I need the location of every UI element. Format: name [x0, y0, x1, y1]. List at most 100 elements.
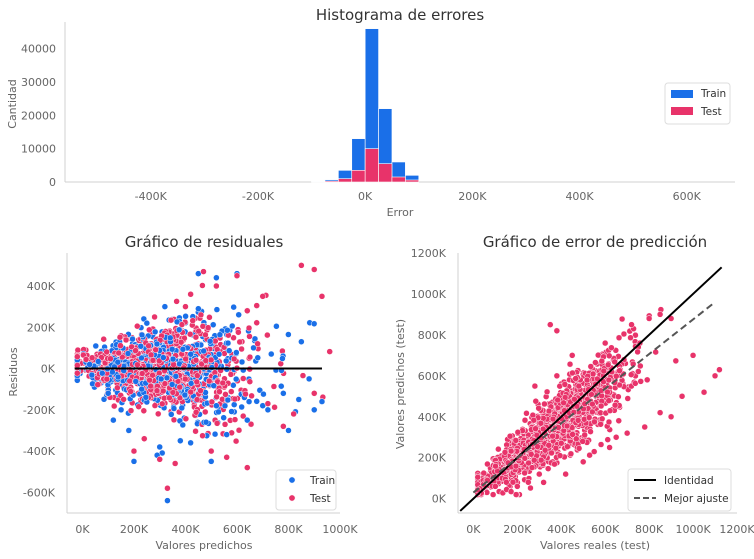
residuals-legend-label-train: Train	[309, 475, 335, 487]
residuals-point-test	[166, 394, 173, 402]
prediction-error-ytick-label: 600K	[418, 370, 447, 383]
prediction-error-point-test	[552, 444, 560, 452]
residuals-point-train	[138, 385, 145, 393]
residuals-point-train	[215, 350, 223, 358]
residuals-ytick-label: -400K	[23, 445, 56, 458]
residuals-point-train	[230, 401, 238, 408]
residuals-point-train	[163, 374, 171, 382]
residuals-point-test	[230, 334, 237, 342]
residuals-point-test	[189, 317, 196, 324]
residuals-point-test	[128, 343, 135, 351]
residuals-point-test	[231, 395, 239, 403]
residuals-xtick-label: 1000K	[322, 523, 358, 536]
residuals-point-test	[187, 291, 194, 298]
residuals-point-train	[318, 398, 326, 405]
histogram-ylabel: Cantidad	[6, 79, 19, 128]
residuals-ytick-label: 200K	[27, 321, 56, 334]
residuals-point-train	[181, 391, 189, 399]
residuals-point-test	[259, 293, 266, 300]
histogram-bar-test	[338, 178, 353, 183]
residuals-point-train	[211, 430, 219, 438]
prediction-error-point-test	[507, 447, 515, 455]
prediction-error-point-test	[615, 334, 623, 342]
prediction-error-point-test	[579, 458, 587, 466]
residuals-point-test	[213, 393, 220, 401]
prediction-error-point-test	[605, 418, 613, 426]
residuals-point-test	[193, 396, 201, 403]
prediction-error-point-test	[558, 439, 565, 447]
residuals-point-train	[220, 414, 227, 421]
residuals-point-train	[187, 350, 194, 358]
prediction-error-point-test	[492, 462, 499, 470]
residuals-point-train	[260, 390, 267, 398]
prediction-error-xtick-label: 1200K	[719, 523, 754, 536]
residuals-point-test	[152, 346, 159, 354]
residuals-point-test	[145, 342, 152, 350]
residuals-point-train	[172, 373, 180, 380]
prediction-error-point-test	[507, 488, 515, 495]
prediction-error-point-test	[474, 473, 482, 481]
prediction-error-ticks: 0K 200K 400K 600K 800K 1000K 1200K 0K 200K 400K 60…	[411, 247, 754, 536]
prediction-error-point-test	[569, 369, 576, 377]
prediction-error-point-test	[678, 393, 686, 400]
prediction-error-point-test	[540, 479, 547, 486]
prediction-error-point-test	[541, 400, 548, 408]
residuals-point-train	[206, 338, 214, 345]
histogram-bar-test	[364, 148, 379, 183]
prediction-error-point-test	[604, 436, 611, 443]
prediction-error-point-test	[587, 363, 595, 370]
residuals-point-test	[130, 447, 138, 455]
residuals-point-train	[224, 339, 232, 347]
residuals-point-test	[151, 313, 158, 321]
residuals-ytick-label: -600K	[23, 486, 56, 499]
prediction-error-point-test	[564, 443, 571, 450]
residuals-point-test	[110, 402, 118, 410]
residuals-point-test	[170, 416, 178, 424]
residuals-point-test	[158, 400, 166, 408]
prediction-error-point-test	[553, 372, 561, 380]
prediction-error-point-test	[537, 420, 545, 427]
residuals-point-test	[182, 415, 190, 423]
residuals-point-test	[178, 321, 186, 328]
histogram-ytick-label: 40000	[21, 43, 56, 56]
residuals-point-train	[264, 406, 272, 414]
prediction-error-title: Gráfico de error de predicción	[483, 233, 707, 251]
residuals-point-test	[232, 437, 240, 445]
prediction-error-point-test	[605, 376, 613, 384]
residuals-point-test	[192, 333, 200, 341]
residuals-point-test	[207, 447, 215, 455]
residuals-point-train	[207, 458, 215, 465]
residuals-point-train	[153, 340, 161, 348]
prediction-error-point-test	[586, 451, 593, 459]
residuals-point-train	[138, 331, 146, 339]
residuals-point-train	[213, 306, 221, 313]
residuals-point-test	[238, 345, 245, 353]
prediction-error-point-test	[606, 407, 614, 414]
prediction-error-ytick-label: 400K	[418, 411, 447, 424]
residuals-point-test	[193, 378, 201, 386]
residuals-point-train	[125, 427, 133, 434]
residuals-point-train	[273, 323, 280, 330]
residuals-point-test	[100, 335, 107, 343]
prediction-error-point-test	[634, 348, 641, 356]
residuals-point-test	[290, 410, 297, 418]
prediction-error-point-test	[598, 357, 606, 365]
prediction-error-point-test	[616, 367, 623, 374]
residuals-point-test	[197, 311, 205, 319]
residuals-point-train	[168, 346, 176, 353]
residuals-point-train	[142, 394, 150, 401]
prediction-error-point-test	[535, 405, 542, 412]
residuals-point-test	[169, 389, 177, 396]
residuals-point-train	[221, 402, 229, 410]
prediction-error-point-test	[532, 425, 539, 432]
residuals-legend: Train Test	[275, 469, 337, 511]
residuals-point-train	[94, 358, 102, 365]
prediction-error-point-test	[531, 382, 539, 390]
residuals-point-test	[239, 412, 247, 420]
prediction-error-point-test	[585, 414, 593, 421]
prediction-error-point-test	[716, 366, 723, 373]
prediction-error-legend-label-fit: Mejor ajuste	[664, 493, 729, 505]
residuals-point-train	[179, 421, 187, 429]
prediction-error-xtick-label: 1000K	[675, 523, 711, 536]
prediction-error-xtick-label: 600K	[591, 523, 620, 536]
